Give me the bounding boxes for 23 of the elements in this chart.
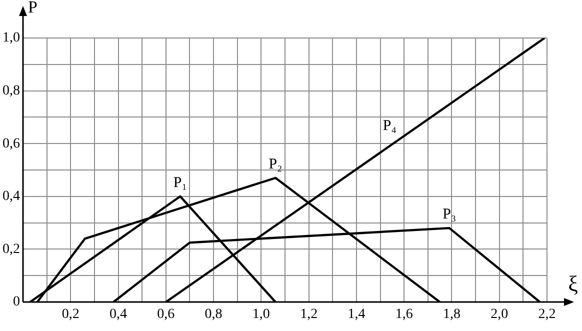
x-tick-label: 1,4: [348, 307, 366, 322]
x-tick-label: 0,2: [62, 307, 80, 322]
x-tick-label: 2,0: [490, 307, 508, 322]
y-tick-label: 0,8: [2, 83, 20, 98]
series-label: P₃: [442, 206, 456, 223]
x-axis-title: ξ: [568, 270, 578, 296]
x-tick-label: 2,2: [538, 307, 556, 322]
y-tick-label: 0,2: [2, 242, 20, 257]
series-label: P₁: [173, 174, 187, 191]
x-tick-label: 0,6: [157, 307, 175, 322]
y-tick-label: 0,6: [2, 136, 20, 152]
x-tick-label: 1,8: [442, 307, 460, 322]
y-tick-label: 1,0: [2, 30, 20, 46]
x-tick-label: 0,4: [110, 307, 128, 322]
series-label: P₄: [382, 118, 396, 134]
y-tick-label: 0,4: [2, 189, 20, 204]
x-tick-label: 1,0: [252, 307, 270, 322]
x-tick-label: 0,8: [204, 307, 222, 322]
series-label: P₂: [268, 156, 282, 172]
x-tick-label: 1,6: [395, 307, 413, 322]
y-axis-title: P: [28, 0, 38, 16]
x-tick-label: 1,2: [300, 307, 318, 322]
y-tick-label: 0: [13, 294, 20, 310]
